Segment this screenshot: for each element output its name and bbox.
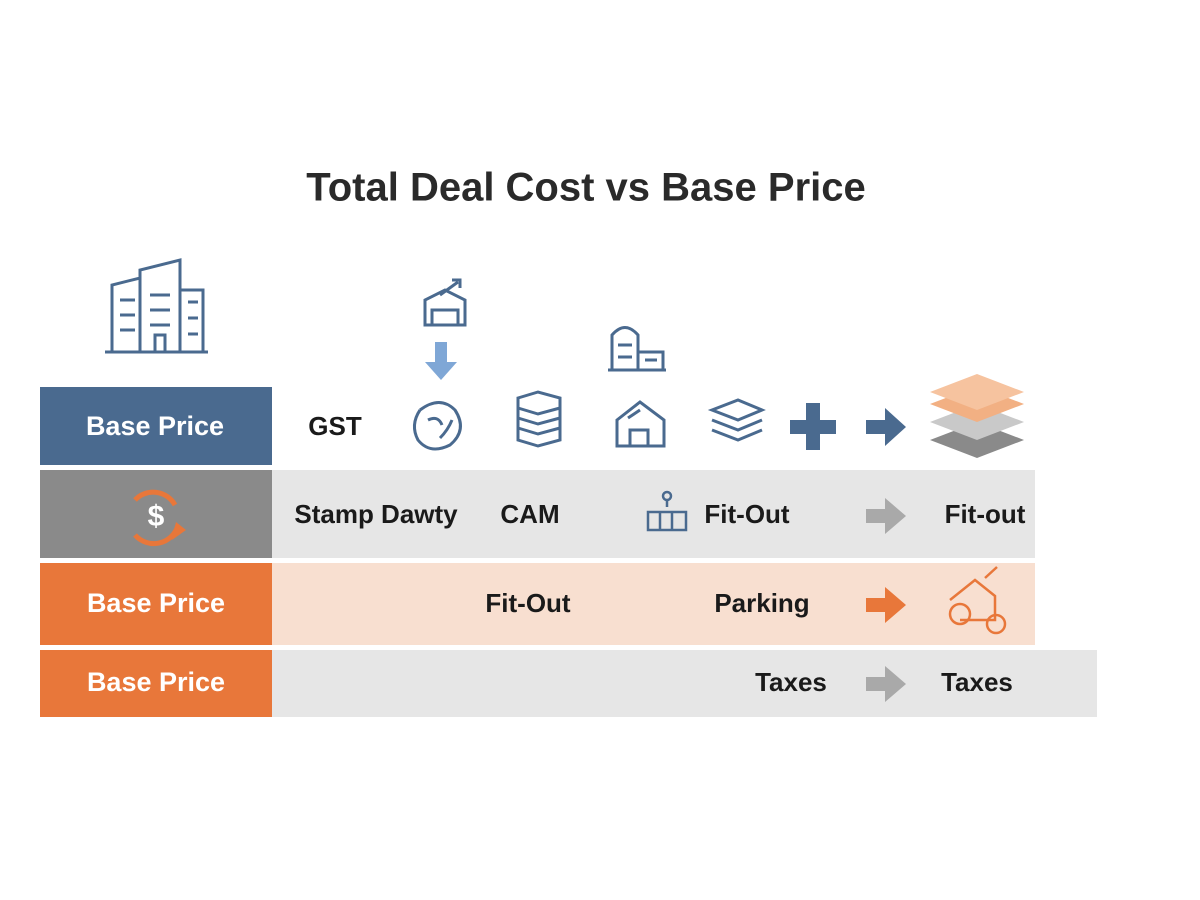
arrow-icon xyxy=(866,666,906,702)
city-icon xyxy=(608,326,666,372)
row-item: CAM xyxy=(500,499,559,529)
row-label: Base Price xyxy=(87,667,225,697)
row-label-box xyxy=(40,387,272,465)
row-band xyxy=(272,650,1097,717)
row-item: GST xyxy=(308,411,362,441)
row-label: Base Price xyxy=(87,588,225,618)
row-item: Fit-Out xyxy=(704,499,790,529)
warehouse-icon xyxy=(423,278,467,327)
desk-icon xyxy=(646,490,688,532)
row-label-box xyxy=(40,650,272,717)
arrow-icon xyxy=(866,408,906,446)
row-item: Taxes xyxy=(941,667,1013,697)
arrow-icon xyxy=(866,498,906,534)
row-band xyxy=(272,563,1035,645)
plus-icon xyxy=(790,403,836,450)
title: Total Deal Cost vs Base Price xyxy=(306,166,866,210)
row-item: Fit-out xyxy=(945,499,1026,529)
row-item: Stamp Dawty xyxy=(294,499,458,529)
row-label: Base Price xyxy=(86,411,224,441)
svg-text:$: $ xyxy=(148,500,165,533)
house-money-icon xyxy=(948,566,1007,635)
arrow-icon xyxy=(866,587,906,623)
layers-icon xyxy=(930,374,1024,458)
row-band xyxy=(272,470,1035,558)
row-item: Parking xyxy=(714,588,809,618)
row-item: Taxes xyxy=(755,667,827,697)
row-label-box xyxy=(40,563,272,645)
dollar-cycle-icon: $ xyxy=(133,489,186,547)
building-icon xyxy=(105,258,208,354)
row-item: Fit-Out xyxy=(485,588,571,618)
icon-row xyxy=(413,390,766,451)
down-arrow xyxy=(425,342,457,380)
